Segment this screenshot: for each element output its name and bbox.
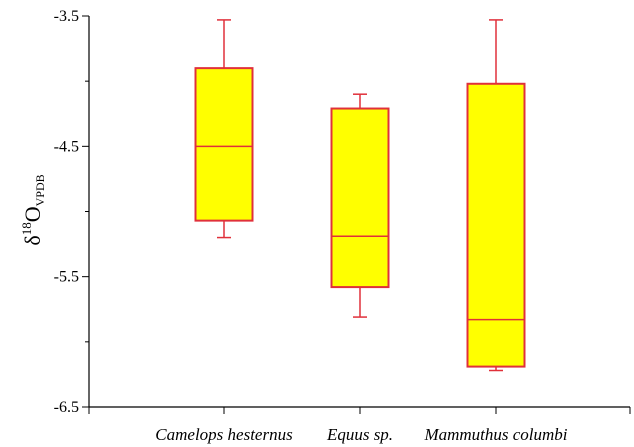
box-1 — [194, 19, 254, 239]
box-2 — [330, 93, 390, 318]
boxes — [194, 19, 526, 372]
y-tick-label: -3.5 — [54, 8, 79, 25]
ticks — [82, 15, 631, 414]
labels: -3.5 -4.5 -5.5 -6.5 Camelops hesternus Equus … — [54, 8, 568, 444]
y-axis-title-superscript: 18 — [19, 222, 34, 235]
x-category-label: Mammuthus columbi — [423, 425, 567, 444]
iqr-box — [330, 107, 390, 289]
x-category-label: Camelops hesternus — [155, 425, 293, 444]
y-axis-title-subscript: VPDB — [33, 174, 47, 206]
x-category-label: Equus sp. — [326, 425, 393, 444]
iqr-box — [466, 82, 526, 368]
y-axis-title-base: O — [20, 206, 45, 222]
y-axis-title: δ18OVPDB — [19, 174, 47, 245]
box-3 — [466, 19, 526, 372]
iqr-box — [194, 67, 254, 222]
y-axis-title-main: δ — [20, 235, 45, 245]
y-tick-label: -5.5 — [54, 269, 79, 286]
y-tick-label: -4.5 — [54, 138, 79, 155]
y-tick-label: -6.5 — [54, 399, 79, 416]
